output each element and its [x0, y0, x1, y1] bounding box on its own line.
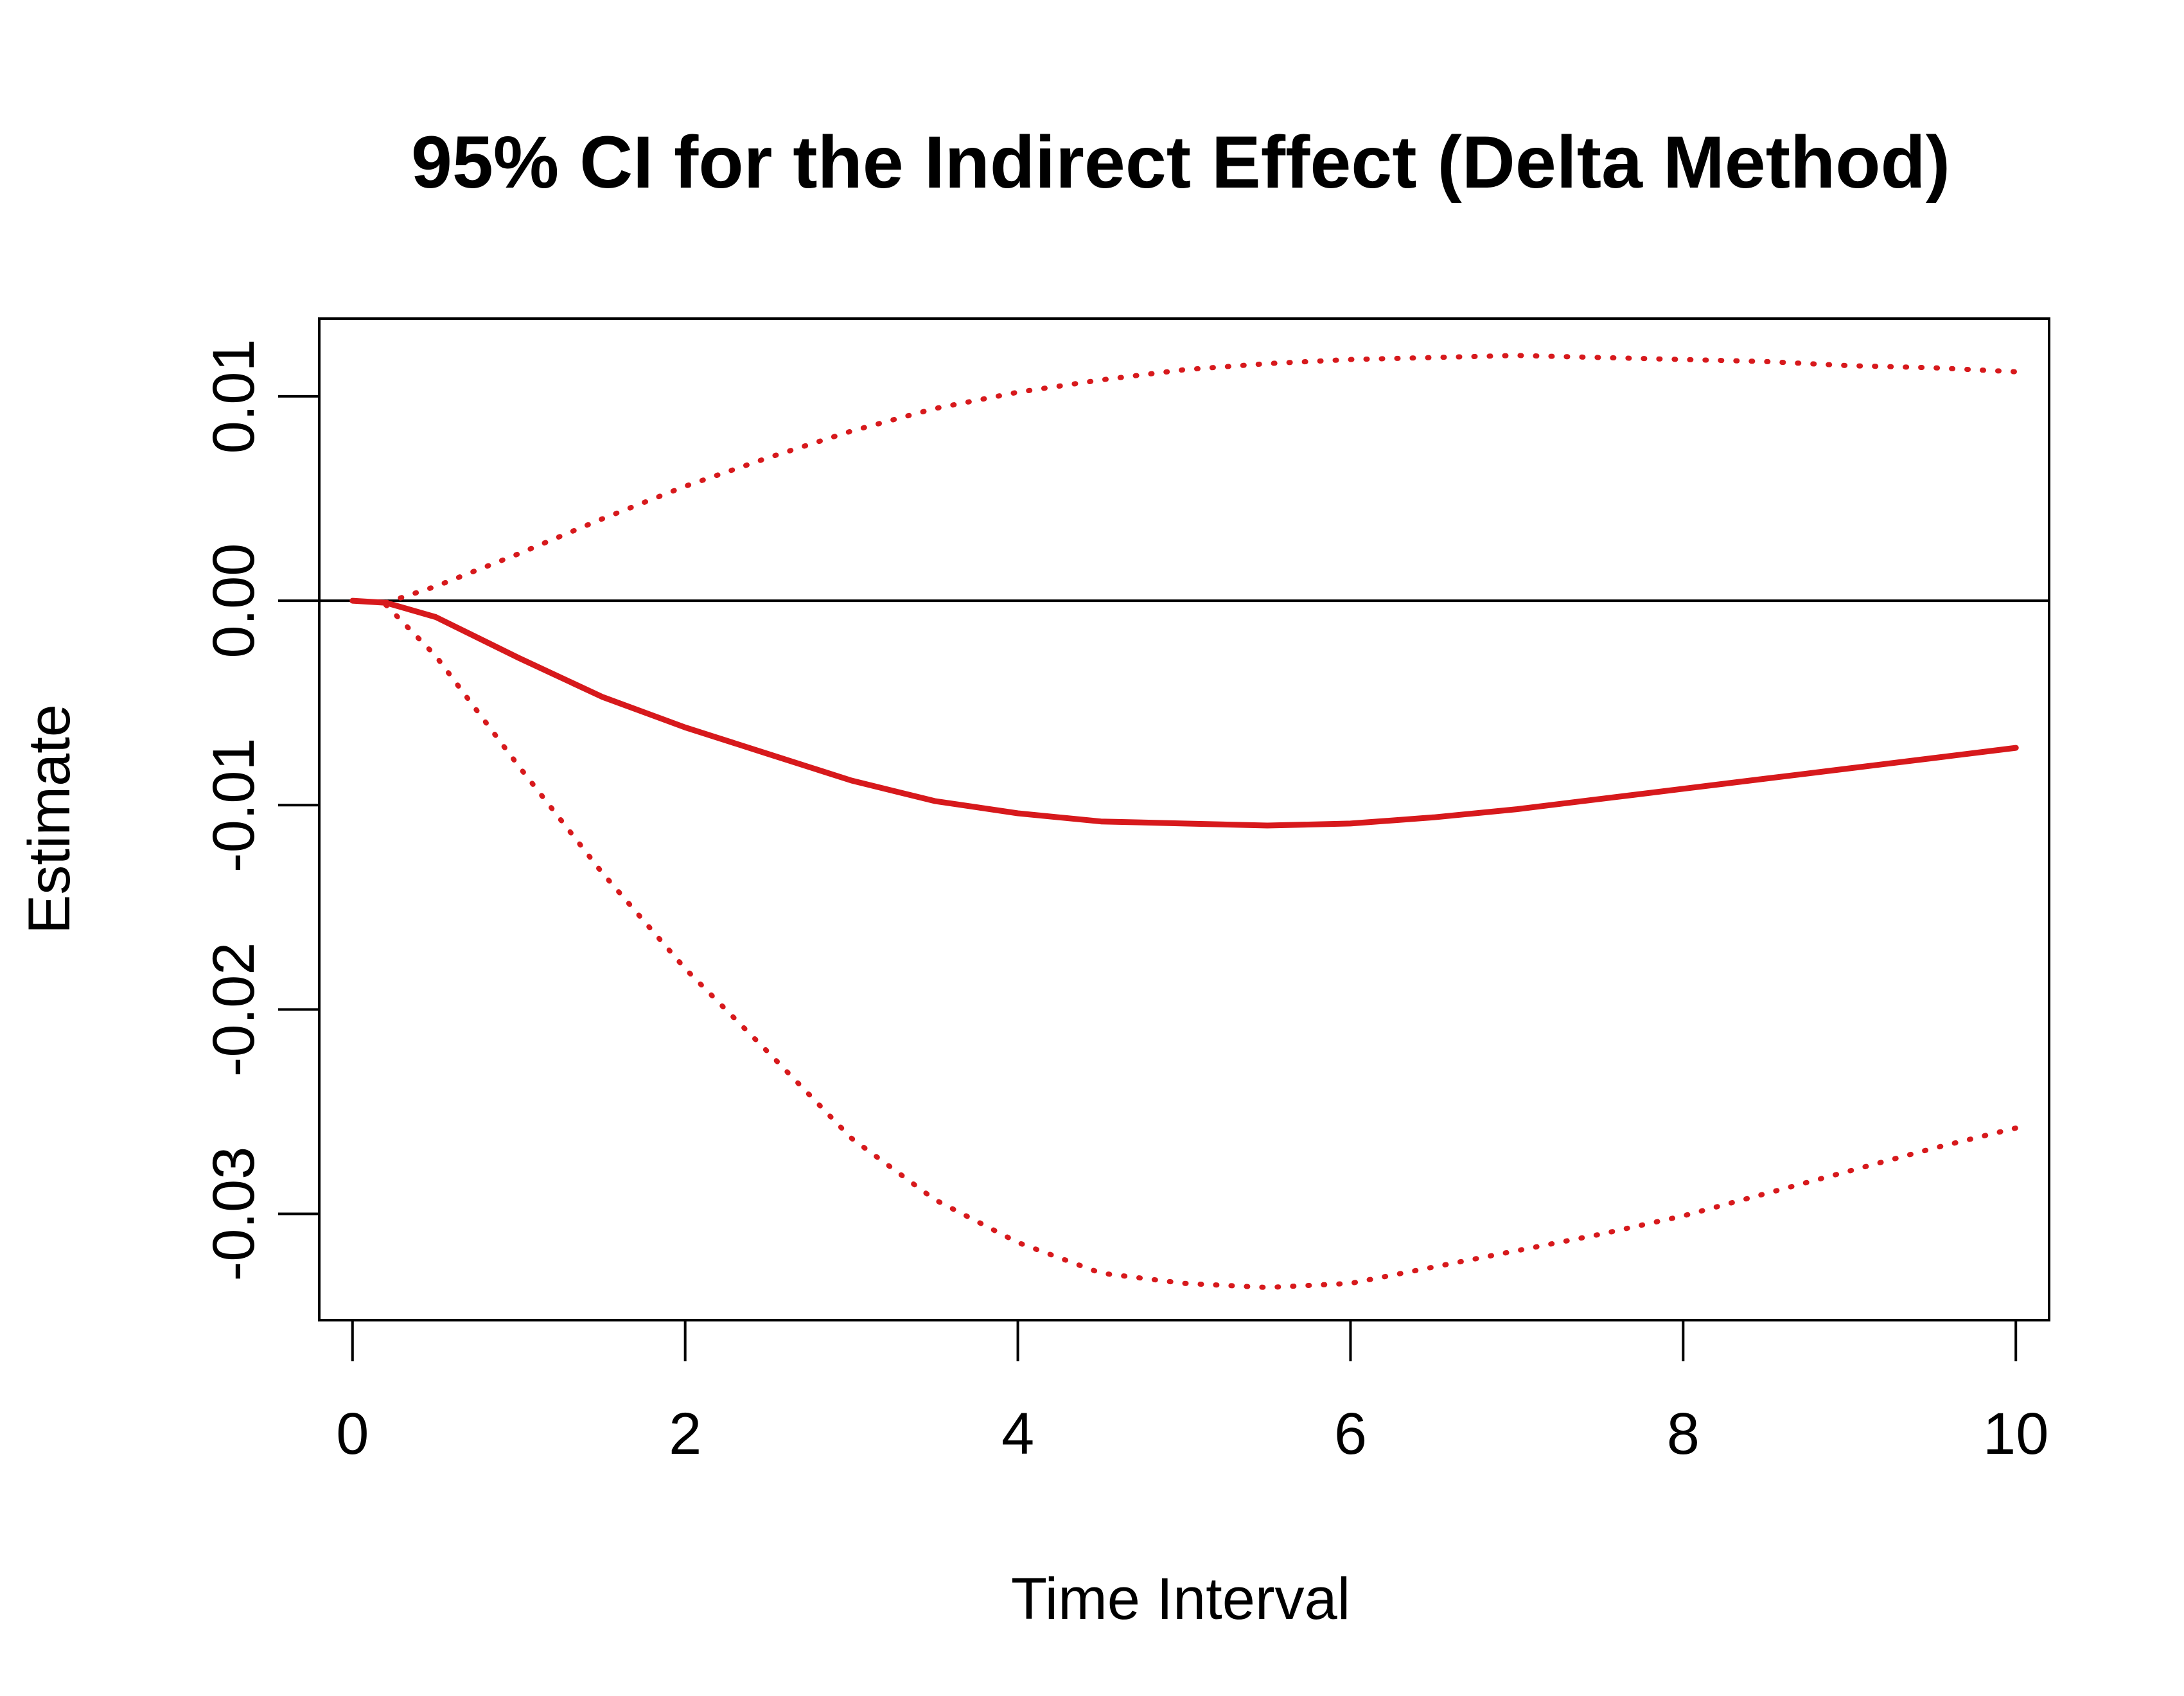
- estimate-line: [349, 597, 2019, 829]
- plot-frame: [318, 317, 2050, 1321]
- y-tick-label: 0.01: [201, 339, 267, 454]
- x-tick-label: 4: [1001, 1401, 1034, 1467]
- y-tick-label: -0.02: [201, 942, 267, 1077]
- x-tick-label: 6: [1334, 1401, 1367, 1467]
- x-tick-label: 10: [1983, 1401, 2048, 1467]
- x-tick-label: 2: [669, 1401, 701, 1467]
- y-axis-label: Estimate: [17, 704, 82, 934]
- y-axis: -0.03 -0.02 -0.01 0.00 0.01: [201, 339, 319, 1281]
- ci-lower-line: [383, 602, 2019, 1291]
- chart-title: 95% CI for the Indirect Effect (Delta Me…: [411, 121, 1950, 204]
- series-layer: [349, 353, 2019, 1291]
- y-tick-label: 0.00: [201, 543, 267, 658]
- x-tick-label: 8: [1667, 1401, 1700, 1467]
- ci-upper-line: [383, 353, 2019, 606]
- x-axis: 0 2 4 6 8 10: [336, 1320, 2048, 1467]
- x-tick-label: 0: [336, 1401, 369, 1467]
- y-tick-label: -0.01: [201, 738, 267, 872]
- y-tick-label: -0.03: [201, 1147, 267, 1282]
- x-axis-label: Time Interval: [1011, 1566, 1350, 1632]
